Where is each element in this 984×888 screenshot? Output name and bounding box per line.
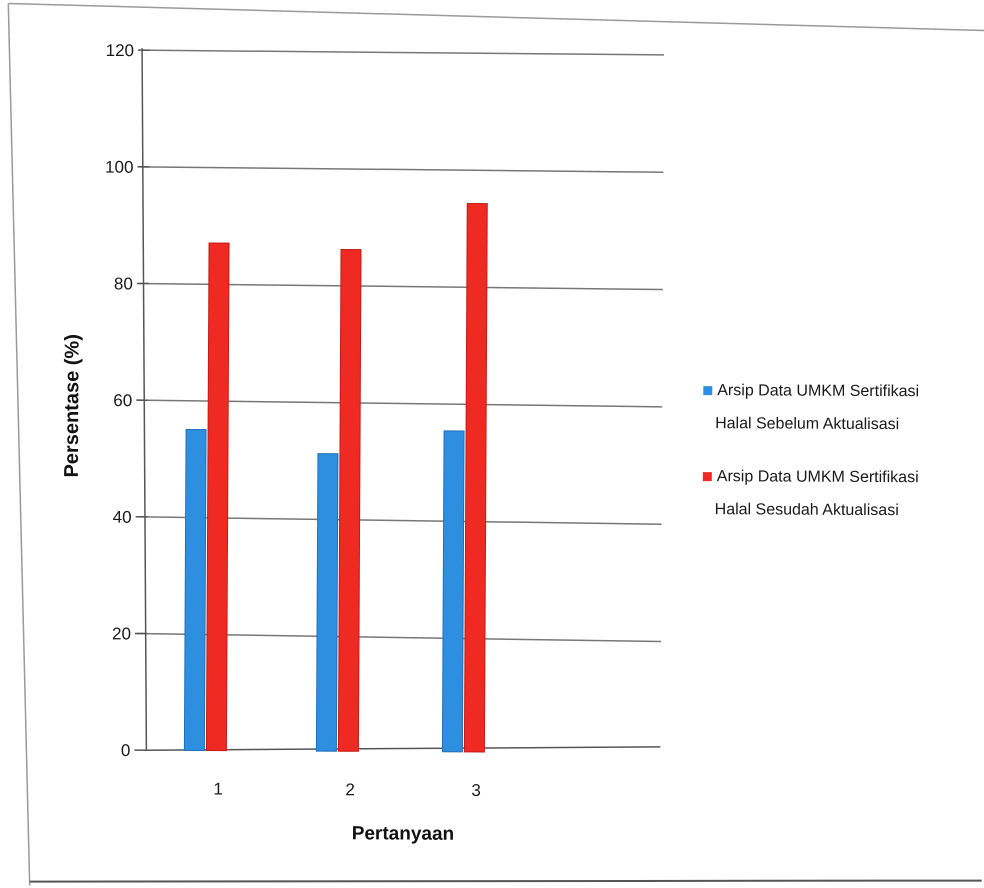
frame-top [8,2,984,32]
bar-sebelum-3 [441,430,465,753]
bars [183,203,488,753]
legend-label: Halal Sebelum Aktualisasi [715,415,899,433]
bar-sesudah-3 [463,203,488,753]
frame-left [7,3,31,886]
x-tick-label: 3 [471,781,481,800]
bar-sesudah-1 [205,242,230,752]
legend: Arsip Data UMKM Sertifikasi Halal Sebelum… [702,382,919,519]
y-tick-label: 20 [112,624,131,643]
y-tick-label: 80 [114,274,133,293]
y-tick-label: 40 [113,508,132,527]
legend-label: Halal Sesudah Aktualisasi [715,501,899,519]
legend-swatch [702,472,712,482]
x-tick-label: 1 [213,780,223,799]
y-axis-line [141,48,148,751]
bar-sesudah-2 [337,249,362,752]
gridline [140,49,665,56]
y-tick-label: 100 [105,158,133,177]
y-tick-labels: 0 20 40 60 80 100 120 [105,41,151,760]
legend-label: Arsip Data UMKM Sertifikasi [717,382,919,400]
legend-swatch [703,386,713,396]
bar-sebelum-2 [315,453,339,752]
x-axis-title: Pertanyaan [352,823,455,845]
x-tick-label: 2 [345,780,355,799]
gridline [139,166,664,173]
bar-sebelum-1 [183,429,207,752]
frame-bottom [29,879,982,883]
y-tick-label: 120 [106,41,134,60]
y-tick-label: 0 [121,741,131,760]
legend-label: Arsip Data UMKM Sertifikasi [717,468,919,486]
x-tick-labels: 1 2 3 [213,780,481,800]
x-axis-line [146,746,661,751]
y-axis-title: Persentase (%) [61,334,84,478]
y-tick-label: 60 [113,391,132,410]
